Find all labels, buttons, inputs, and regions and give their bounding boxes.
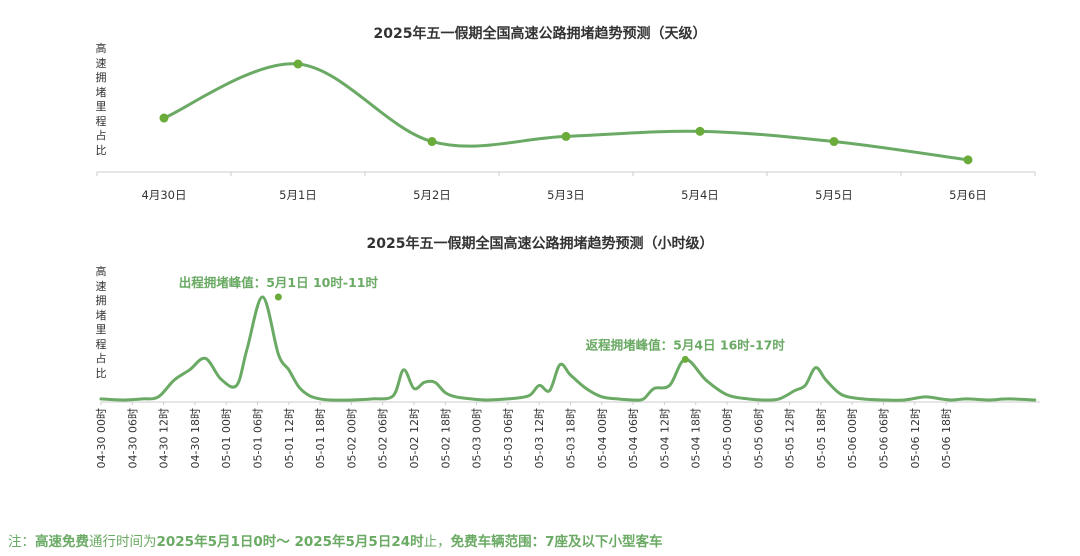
hourly-x-tick-label: 05-06 00时 [846, 408, 859, 468]
hourly-x-tick-label: 05-02 00时 [345, 408, 358, 468]
hourly-x-tick-label: 05-01 12时 [283, 408, 296, 468]
hourly-x-tick-label: 04-30 12时 [158, 408, 171, 468]
hourly-chart: 04-30 00时 04-30 06时 04-30 12时 04-30 18时 05-0… [95, 275, 1040, 468]
hourly-x-tick-label: 05-02 06时 [377, 408, 390, 468]
hourly-x-tick-label: 05-05 12时 [784, 408, 797, 468]
hourly-x-tick-label: 05-06 12时 [909, 408, 922, 468]
daily-data-point [159, 113, 169, 123]
daily-chart: 4月30日 5月1日 5月2日 5月3日 5月4日 5月5日 5月6日 [96, 59, 1036, 202]
daily-data-point [561, 131, 571, 141]
hourly-x-tick-label: 05-03 18时 [565, 408, 578, 468]
footer-bold-scope: 免费车辆范围：7座及以下小型客车 [450, 534, 663, 550]
hourly-x-tick-label: 05-04 12时 [658, 408, 671, 468]
hourly-x-tick-label: 05-06 06时 [878, 408, 891, 468]
hourly-x-tick-label: 05-04 06时 [627, 408, 640, 468]
hourly-x-tick-label: 04-30 00时 [95, 408, 108, 468]
hourly-series-line [99, 295, 1037, 402]
hourly-chart-title: 2025年五一假期全国高速公路拥堵趋势预测（小时级） [366, 236, 714, 252]
daily-x-tick-label: 5月3日 [547, 188, 585, 202]
footer-bold-period: 2025年5月1日0时～ 2025年5月5日24时 [156, 534, 424, 550]
daily-x-tick-label: 5月4日 [681, 188, 719, 202]
daily-data-point [293, 59, 303, 69]
daily-x-tick-label: 5月5日 [815, 188, 853, 202]
hourly-peak-marker [681, 355, 689, 363]
daily-chart-title: 2025年五一假期全国高速公路拥堵趋势预测（天级） [373, 26, 707, 42]
hourly-x-tick-label: 04-30 18时 [189, 408, 202, 468]
hourly-x-tick-label: 05-05 18时 [815, 408, 828, 468]
footer-prefix: 注： [8, 534, 35, 550]
footer-text-2: 止， [423, 534, 451, 550]
hourly-x-tick-label: 05-03 12时 [533, 408, 546, 468]
hourly-x-tick-label: 05-01 18时 [314, 408, 327, 468]
hourly-x-tick-label: 05-05 00时 [721, 408, 734, 468]
hourly-y-axis-label: 高速拥堵里程占比 [95, 265, 107, 380]
daily-data-point [829, 137, 839, 147]
hourly-x-tick-label: 05-06 18时 [940, 408, 953, 468]
daily-x-tick-label: 4月30日 [142, 188, 187, 202]
daily-data-point [427, 137, 437, 147]
hourly-x-tick-label: 05-04 00时 [596, 408, 609, 468]
footer-note: 注：高速免费通行时间为2025年5月1日0时～ 2025年5月5日24时止，免费… [8, 530, 663, 550]
daily-x-tick-label: 5月6日 [949, 188, 987, 202]
daily-data-point [695, 126, 705, 136]
hourly-x-tick-label: 04-30 06时 [126, 408, 139, 468]
peak-out-annotation: 出程拥堵峰值：5月1日 10时-11时 [179, 275, 379, 290]
footer-text-1: 通行时间为 [89, 534, 157, 550]
daily-x-tick-label: 5月1日 [279, 188, 317, 202]
hourly-x-tick-label: 05-05 06时 [752, 408, 765, 468]
hourly-x-tick-label: 05-04 18时 [690, 408, 703, 468]
hourly-x-tick-label: 05-01 00时 [220, 408, 233, 468]
daily-y-axis-label: 高速拥堵里程占比 [95, 42, 107, 157]
hourly-x-tick-label: 05-03 06时 [502, 408, 515, 468]
footer-bold-free: 高速免费 [35, 534, 89, 550]
hourly-x-tick-label: 05-01 06时 [252, 408, 265, 468]
hourly-x-tick-label: 05-02 12时 [408, 408, 421, 468]
daily-data-point [963, 155, 973, 165]
hourly-peak-marker [274, 293, 282, 301]
hourly-x-tick-label: 05-03 00时 [471, 408, 484, 468]
peak-return-annotation: 返程拥堵峰值：5月4日 16时-17时 [586, 337, 786, 352]
daily-series-line [162, 62, 970, 162]
daily-x-tick-label: 5月2日 [413, 188, 451, 202]
congestion-charts: 4月30日 5月1日 5月2日 5月3日 5月4日 5月5日 5月6日 04-30 00时 0… [95, 59, 1040, 468]
hourly-x-tick-label: 05-02 18时 [439, 408, 452, 468]
